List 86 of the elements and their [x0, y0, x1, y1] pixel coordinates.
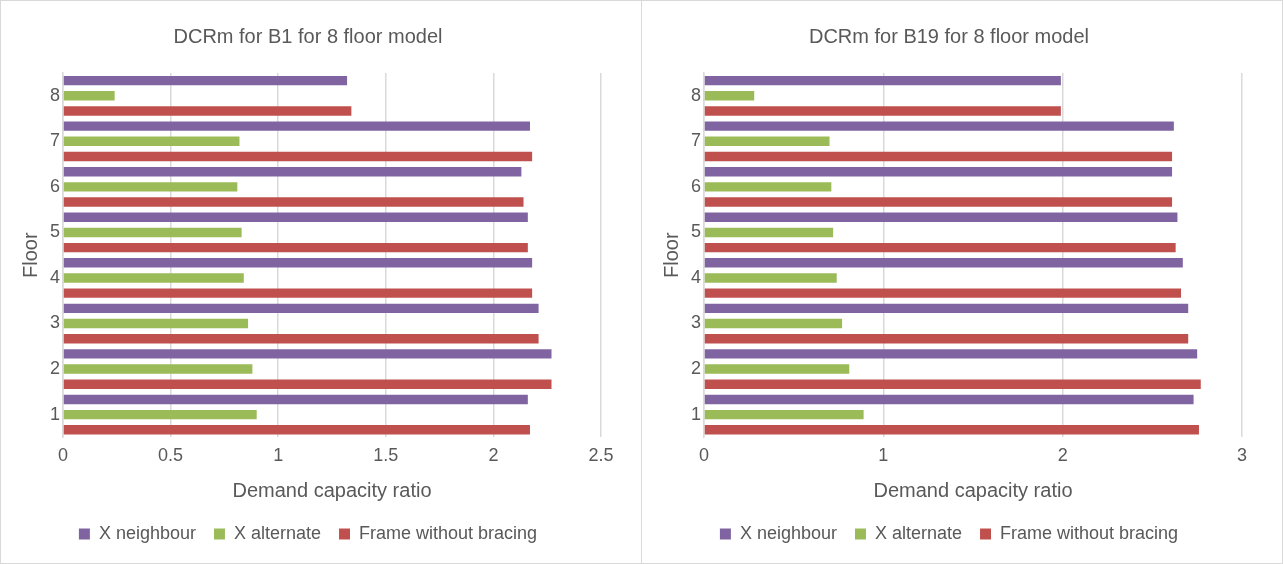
bar	[704, 349, 1198, 359]
bar	[63, 75, 348, 86]
bar	[704, 166, 1173, 177]
y-axis-title: Floor	[18, 232, 41, 278]
y-tick-label: 6	[691, 175, 702, 196]
bar	[704, 182, 832, 192]
bar	[63, 212, 528, 222]
bar	[704, 364, 850, 374]
chart-title: DCRm for B19 for 8 floor model	[808, 24, 1090, 47]
x-tick-label: 2.5	[588, 445, 614, 466]
bar	[704, 379, 1201, 389]
bar	[704, 197, 1173, 207]
bar	[63, 425, 530, 435]
bar	[63, 364, 253, 374]
y-tick-label: 5	[50, 221, 61, 242]
x-tick-label: 0	[58, 445, 69, 466]
bar	[63, 197, 524, 207]
bar	[704, 136, 830, 147]
bar	[704, 121, 1174, 131]
y-tick-label: 6	[50, 175, 61, 196]
bar	[704, 227, 834, 238]
bar	[704, 409, 864, 420]
legend-label: Frame without bracing	[359, 522, 538, 543]
y-tick-label: 3	[691, 312, 702, 333]
y-tick-label: 5	[691, 221, 702, 242]
bar	[704, 318, 843, 329]
x-axis-title: Demand capacity ratio	[873, 478, 1073, 501]
bar	[63, 182, 238, 192]
y-axis-title: Floor	[659, 232, 682, 278]
bar	[63, 91, 115, 101]
bar	[704, 151, 1173, 162]
y-tick-label: 7	[691, 130, 702, 151]
bar	[63, 121, 530, 131]
bar	[63, 166, 522, 177]
bar	[704, 288, 1182, 298]
bar	[63, 258, 533, 268]
bar	[63, 151, 533, 162]
bar	[63, 394, 528, 405]
bar	[63, 106, 352, 116]
y-tick-label: 8	[691, 84, 702, 105]
bar	[63, 242, 528, 253]
x-tick-label: 0.5	[158, 445, 184, 466]
y-tick-label: 2	[691, 358, 702, 379]
bar	[704, 258, 1183, 268]
bar	[63, 288, 533, 298]
bar	[704, 75, 1061, 86]
x-tick-label: 0	[699, 445, 710, 466]
bar	[63, 409, 257, 420]
legend-label: X neighbour	[739, 522, 837, 543]
y-tick-label: 7	[50, 130, 61, 151]
bar	[704, 212, 1178, 222]
bar	[704, 334, 1189, 344]
bar	[63, 303, 539, 314]
y-tick-label: 8	[50, 84, 61, 105]
y-tick-label: 4	[50, 266, 61, 287]
bar	[704, 394, 1194, 405]
x-tick-label: 2	[1057, 445, 1068, 466]
bar	[63, 379, 552, 389]
x-tick-label: 2	[488, 445, 499, 466]
bar	[704, 242, 1176, 253]
x-tick-label: 1	[878, 445, 889, 466]
y-tick-label: 1	[691, 403, 702, 424]
y-tick-label: 1	[50, 403, 61, 424]
chart-title: DCRm for B1 for 8 floor model	[173, 24, 443, 47]
bar	[704, 273, 837, 283]
bar	[704, 303, 1189, 314]
legend-label: X neighbour	[98, 522, 196, 543]
bar	[63, 318, 249, 329]
bar	[63, 273, 244, 283]
legend-label: Frame without bracing	[1000, 522, 1179, 543]
bar	[704, 425, 1199, 435]
legend-label: X alternate	[233, 522, 322, 543]
x-tick-label: 1	[273, 445, 284, 466]
y-tick-label: 4	[691, 266, 702, 287]
bar	[63, 349, 552, 359]
y-tick-label: 3	[50, 312, 61, 333]
x-tick-label: 3	[1236, 445, 1248, 466]
legend-label: X alternate	[874, 522, 963, 543]
bar	[704, 106, 1061, 116]
bar	[63, 136, 240, 147]
bar	[704, 91, 755, 101]
x-axis-title: Demand capacity ratio	[232, 478, 432, 501]
x-tick-label: 1.5	[373, 445, 399, 466]
bar	[63, 227, 242, 238]
bar	[63, 334, 539, 344]
y-tick-label: 2	[50, 358, 61, 379]
